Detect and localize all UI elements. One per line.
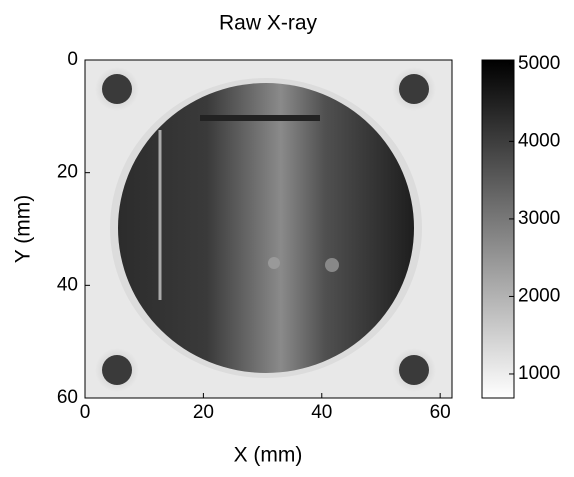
colorbar-tick-label: 5000 [518,53,560,74]
colorbar-tick-label: 2000 [518,285,560,306]
x-tick-label: 60 [430,402,451,423]
x-tick-label: 40 [311,402,332,423]
plot-frame [84,59,453,399]
y-tick-label: 0 [67,49,78,70]
colorbar-tick-label: 1000 [518,363,560,384]
x-axis-label: X (mm) [234,444,303,467]
y-axis-label: Y (mm) [12,195,35,263]
x-tick-label: 20 [193,402,214,423]
xray-image [85,60,452,398]
colorbar-tick-label: 3000 [518,208,560,229]
colorbar [481,59,515,399]
chart-title: Raw X-ray [219,12,318,35]
y-tick-label: 20 [57,162,78,183]
x-tick-label: 0 [80,402,91,423]
colorbar-tick-label: 4000 [518,130,560,151]
y-tick-label: 60 [57,387,78,408]
y-tick-label: 40 [57,274,78,295]
